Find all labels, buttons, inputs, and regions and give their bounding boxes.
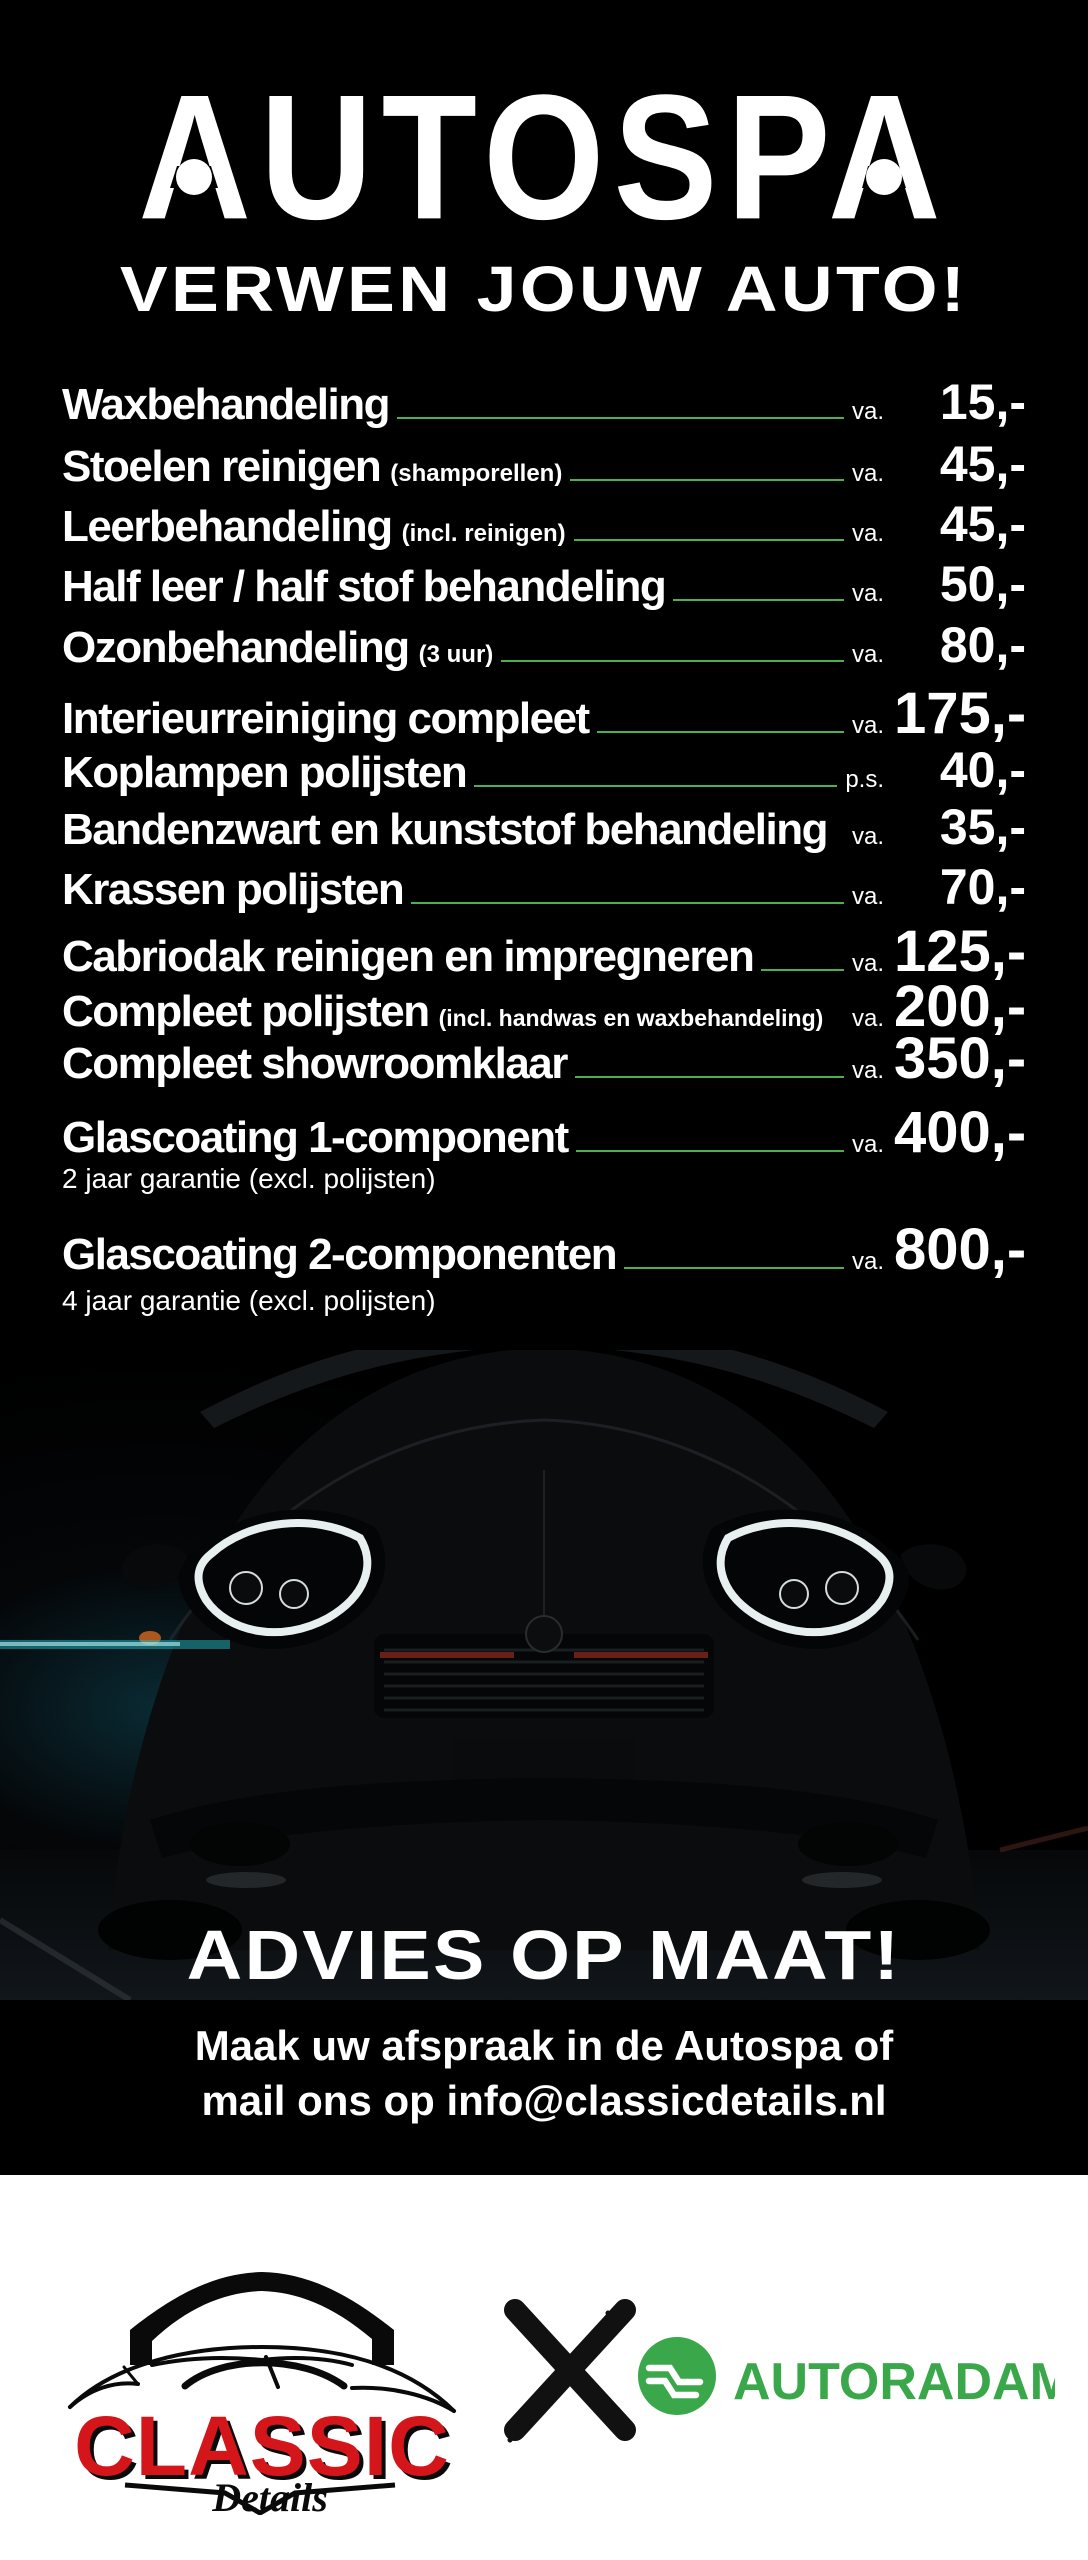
svg-text:AUTORADAM: AUTORADAM xyxy=(733,2353,1055,2411)
